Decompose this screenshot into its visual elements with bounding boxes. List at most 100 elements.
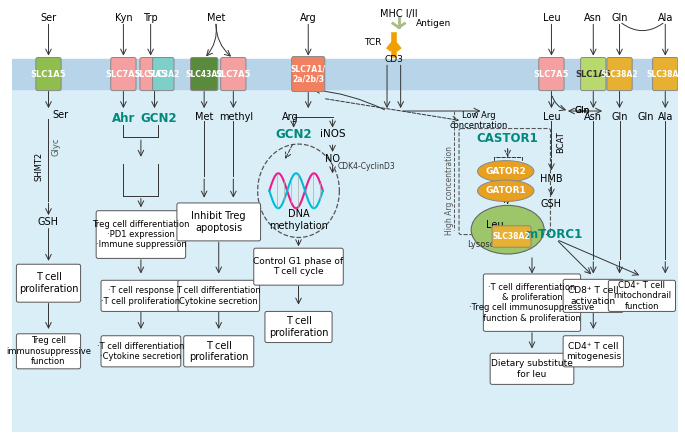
FancyBboxPatch shape — [178, 280, 260, 311]
Text: Ser: Ser — [52, 110, 68, 120]
Text: HMB: HMB — [540, 174, 563, 184]
Text: SLC7A5: SLC7A5 — [216, 70, 251, 78]
Text: mTORC1: mTORC1 — [526, 228, 582, 241]
Text: High Arg concentration: High Arg concentration — [445, 146, 453, 235]
FancyBboxPatch shape — [653, 57, 678, 91]
Text: Ala: Ala — [658, 13, 673, 23]
Text: NO: NO — [325, 154, 340, 164]
FancyBboxPatch shape — [539, 57, 564, 91]
FancyBboxPatch shape — [490, 353, 574, 385]
FancyBboxPatch shape — [101, 280, 181, 311]
Text: Antigen: Antigen — [416, 19, 451, 28]
Text: Gln: Gln — [575, 106, 590, 115]
Text: BCAT: BCAT — [556, 131, 565, 153]
Text: Leu: Leu — [543, 13, 560, 23]
FancyBboxPatch shape — [190, 57, 218, 91]
Text: SLC38A2: SLC38A2 — [493, 232, 530, 241]
FancyBboxPatch shape — [36, 57, 61, 91]
Text: Ahr: Ahr — [112, 112, 135, 125]
FancyBboxPatch shape — [96, 211, 186, 258]
Text: T cell
proliferation: T cell proliferation — [189, 340, 249, 362]
FancyBboxPatch shape — [563, 336, 623, 367]
Text: SLC7A5: SLC7A5 — [134, 70, 166, 78]
Text: SLC38A2: SLC38A2 — [601, 70, 638, 78]
FancyBboxPatch shape — [581, 57, 606, 91]
Text: ·T cell differentiation
& proliferation
·Treg cell immunosuppressive
function & : ·T cell differentiation & proliferation … — [469, 283, 595, 323]
Text: CD3: CD3 — [384, 55, 403, 64]
Text: CDK4-CyclinD3: CDK4-CyclinD3 — [338, 162, 395, 171]
Text: Lysosome: Lysosome — [466, 240, 508, 249]
FancyBboxPatch shape — [140, 57, 162, 91]
Text: Low Arg
concentration: Low Arg concentration — [449, 111, 508, 131]
FancyBboxPatch shape — [111, 57, 136, 91]
Text: SLC7A1/
2a/2b/3: SLC7A1/ 2a/2b/3 — [290, 64, 326, 84]
Text: Glyc: Glyc — [51, 138, 60, 156]
FancyBboxPatch shape — [607, 57, 632, 91]
Text: Asn: Asn — [584, 13, 602, 23]
Text: T cell
proliferation: T cell proliferation — [18, 272, 78, 294]
Bar — [12, 60, 678, 88]
Text: MHC I/II: MHC I/II — [380, 9, 418, 19]
Text: ·T cell differentiation
·Cytokine secretion: ·T cell differentiation ·Cytokine secret… — [97, 342, 184, 361]
Text: GATOR1: GATOR1 — [486, 186, 526, 195]
Text: Ser: Ser — [40, 13, 57, 23]
Bar — [12, 60, 678, 432]
Text: Arg: Arg — [282, 112, 299, 122]
Text: Gln: Gln — [574, 106, 589, 115]
Text: Treg cell
immunosuppressive
function: Treg cell immunosuppressive function — [6, 336, 91, 366]
Text: TCR: TCR — [364, 39, 381, 47]
FancyBboxPatch shape — [484, 274, 581, 332]
Text: Kyn: Kyn — [114, 13, 132, 23]
FancyBboxPatch shape — [184, 336, 253, 367]
FancyBboxPatch shape — [153, 57, 174, 91]
Text: SLC3A2: SLC3A2 — [147, 70, 179, 78]
FancyBboxPatch shape — [563, 279, 623, 312]
Text: Gln: Gln — [611, 112, 627, 122]
FancyBboxPatch shape — [16, 334, 81, 369]
FancyBboxPatch shape — [101, 336, 181, 367]
Text: Trp: Trp — [143, 13, 158, 23]
Bar — [12, 6, 678, 60]
Text: DNA
methylation: DNA methylation — [269, 209, 328, 231]
Text: T cell differentiation
Cytokine secretion: T cell differentiation Cytokine secretio… — [176, 286, 261, 306]
Text: Asn: Asn — [584, 112, 602, 122]
FancyBboxPatch shape — [492, 226, 531, 247]
Text: SHMT2: SHMT2 — [34, 152, 43, 181]
Ellipse shape — [471, 205, 544, 254]
FancyBboxPatch shape — [221, 57, 246, 91]
Text: SLC43A2: SLC43A2 — [186, 70, 223, 78]
Text: GCN2: GCN2 — [140, 112, 177, 125]
Text: GCN2: GCN2 — [275, 128, 312, 141]
Text: SLC1A5: SLC1A5 — [575, 70, 611, 78]
Text: GSH: GSH — [541, 199, 562, 209]
FancyBboxPatch shape — [16, 264, 81, 302]
FancyBboxPatch shape — [292, 57, 325, 92]
Text: SLC7A5: SLC7A5 — [534, 70, 569, 78]
FancyBboxPatch shape — [265, 311, 332, 343]
Text: Leu: Leu — [543, 112, 560, 122]
Text: Treg cell differentiation
·PD1 expression
·Immune suppression: Treg cell differentiation ·PD1 expressio… — [92, 220, 190, 250]
Text: Dietary substitute
for leu: Dietary substitute for leu — [491, 359, 573, 378]
Text: CD4⁺ T cell
mitochondrail
function: CD4⁺ T cell mitochondrail function — [613, 281, 671, 311]
Text: SLC38A1: SLC38A1 — [647, 70, 684, 78]
Text: Gln: Gln — [611, 13, 627, 23]
Text: Met: Met — [195, 112, 213, 122]
Text: Leu: Leu — [486, 220, 504, 230]
Text: GSH: GSH — [38, 217, 59, 227]
Text: Met: Met — [207, 13, 225, 23]
FancyBboxPatch shape — [253, 248, 343, 285]
FancyBboxPatch shape — [608, 280, 675, 311]
Text: CASTOR1: CASTOR1 — [477, 132, 538, 145]
Text: Control G1 phase of
T cell cycle: Control G1 phase of T cell cycle — [253, 257, 344, 276]
Text: T cell
proliferation: T cell proliferation — [269, 316, 328, 338]
Text: SLC7A5: SLC7A5 — [105, 70, 141, 78]
Ellipse shape — [477, 180, 534, 201]
Text: GATOR2: GATOR2 — [486, 167, 526, 176]
Text: Ala: Ala — [658, 112, 673, 122]
Text: Arg: Arg — [300, 13, 316, 23]
Text: Inhibit Treg
apoptosis: Inhibit Treg apoptosis — [192, 211, 246, 233]
Text: iNOS: iNOS — [320, 129, 345, 139]
Text: SLC1A5: SLC1A5 — [31, 70, 66, 78]
Text: ·T cell response
·T cell proliferation: ·T cell response ·T cell proliferation — [101, 286, 180, 306]
Text: methyl: methyl — [219, 112, 253, 122]
